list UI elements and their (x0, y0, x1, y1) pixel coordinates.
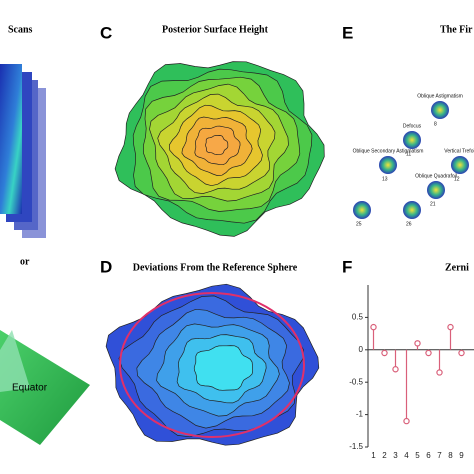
stem-marker (425, 349, 432, 357)
stem-marker (403, 417, 410, 425)
y-tick-label: 0 (359, 345, 364, 354)
zernike-mode (353, 201, 371, 219)
mode-index: 8 (434, 121, 437, 127)
y-tick-label: 0.5 (352, 313, 364, 322)
stem-marker (392, 366, 399, 373)
annotation: Equator (12, 383, 48, 394)
mode-name: Defocus (403, 123, 422, 129)
panel-title: or (20, 256, 30, 267)
scan-stack (0, 64, 46, 238)
mode-index: 26 (406, 221, 412, 227)
reference-circle (119, 292, 305, 438)
mode-index: 11 (406, 151, 411, 157)
x-tick-label: 7 (437, 451, 442, 460)
mode-index: 12 (454, 176, 460, 182)
mode-name: Oblique Secondary Astigmatism (353, 148, 424, 154)
panel-label: E (342, 23, 353, 42)
stem-marker (370, 323, 377, 331)
x-tick-label: 1 (371, 451, 376, 460)
height-map (114, 61, 325, 237)
panel-label: D (100, 257, 112, 276)
zernike-mode (403, 201, 421, 219)
mode-name: Vertical Trefoil (444, 148, 474, 154)
panel-label: F (342, 257, 352, 276)
x-tick-label: 5 (415, 451, 420, 460)
panel-title: The Fir (440, 24, 473, 35)
y-tick-label: -1 (356, 410, 364, 419)
zernike-mode (379, 156, 397, 174)
stem-marker (436, 369, 443, 376)
stem-marker (414, 340, 421, 347)
stem-marker (447, 323, 454, 331)
y-tick-label: -1.5 (349, 442, 363, 451)
stem-marker (381, 349, 388, 357)
x-tick-label: 3 (393, 451, 398, 460)
y-tick-label: -0.5 (349, 377, 363, 386)
contour (205, 135, 229, 155)
mode-index: 13 (382, 176, 388, 182)
zernike-mode (451, 156, 469, 174)
zernike-pyramid: 8 Oblique Astigmatism 11 Defocus 12 Vertical … (353, 93, 474, 227)
x-tick-label: 6 (426, 451, 431, 460)
zernike-mode (403, 131, 421, 149)
contour (193, 345, 254, 391)
panel-title: Zerni (445, 262, 469, 273)
panel-title: Scans (8, 24, 33, 35)
zernike-mode (427, 181, 445, 199)
panel-title: Deviations From the Reference Sphere (133, 262, 298, 273)
x-tick-label: 8 (448, 451, 453, 460)
mode-index: 25 (356, 221, 362, 227)
x-tick-label: 2 (382, 451, 387, 460)
mode-name: Oblique Astigmatism (417, 93, 463, 99)
panel-title: Posterior Surface Height (162, 24, 269, 35)
mode-index: 21 (430, 201, 436, 207)
stem-chart: 0.5 0 -0.5 -1 -1.5 1 2 3 4 5 6 7 8 9 (349, 285, 474, 460)
zernike-mode (431, 101, 449, 119)
stem-marker (458, 349, 465, 357)
deviation-map (105, 283, 320, 446)
mode-name: Oblique Quadrafoil (415, 173, 457, 179)
x-tick-label: 9 (459, 451, 464, 460)
panel-label: C (100, 23, 112, 42)
surface-plot (0, 330, 90, 445)
x-tick-label: 4 (404, 451, 409, 460)
